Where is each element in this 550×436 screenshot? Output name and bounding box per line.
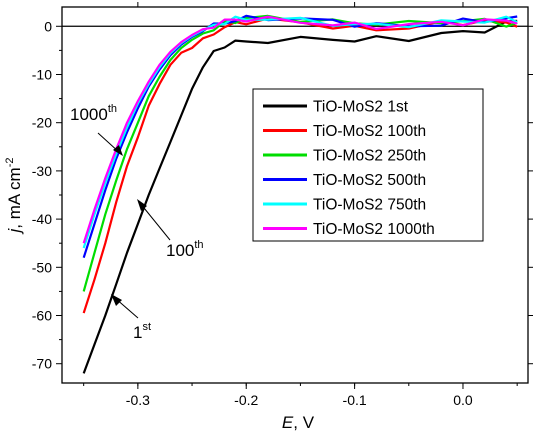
annotations: 1000th 100th 1st bbox=[70, 103, 204, 342]
legend-label: TiO-MoS2 100th bbox=[313, 123, 426, 140]
y-tick-label: -50 bbox=[32, 259, 52, 275]
legend-label: TiO-MoS2 500th bbox=[313, 172, 426, 189]
x-tick-label: -0.1 bbox=[343, 392, 367, 408]
series-line bbox=[82, 15, 518, 244]
legend-label: TiO-MoS2 1st bbox=[313, 99, 409, 116]
y-tick-label: -40 bbox=[32, 211, 52, 227]
annotation-1000th-arrowhead bbox=[113, 145, 123, 156]
axis-ticks: -0.3 -0.2 -0.1 0.0 0 -10 -20 -30 -40 -50 -60 -70 bbox=[32, 2, 533, 408]
x-axis-label: E, V bbox=[282, 413, 315, 432]
legend-label: TiO-MoS2 1000th bbox=[313, 221, 435, 238]
annotation-1st-arrowhead bbox=[111, 294, 122, 306]
y-tick-label: -10 bbox=[32, 66, 52, 82]
y-axis-label: j, mA cm-2 bbox=[4, 158, 24, 235]
x-tick-label: -0.2 bbox=[234, 392, 258, 408]
x-tick-label: 0.0 bbox=[453, 392, 473, 408]
y-tick-label: -60 bbox=[32, 308, 52, 324]
series-line bbox=[82, 19, 518, 374]
y-tick-label: -70 bbox=[32, 356, 52, 372]
x-tick-label: -0.3 bbox=[126, 392, 150, 408]
legend-label: TiO-MoS2 750th bbox=[313, 197, 426, 214]
legend: TiO-MoS2 1st TiO-MoS2 100th TiO-MoS2 250th… bbox=[252, 88, 484, 242]
y-tick-label: 0 bbox=[44, 18, 52, 34]
y-tick-label: -30 bbox=[32, 163, 52, 179]
annotation-100th-arrowhead bbox=[137, 199, 147, 211]
y-tick-label: -20 bbox=[32, 115, 52, 131]
annotation-100th: 100th bbox=[166, 239, 204, 260]
series-layer bbox=[82, 14, 518, 374]
annotation-1000th: 1000th bbox=[70, 103, 117, 124]
legend-box bbox=[252, 88, 484, 242]
annotation-1st: 1st bbox=[133, 321, 151, 342]
annotation-100th-arrow bbox=[139, 202, 171, 241]
legend-label: TiO-MoS2 250th bbox=[313, 148, 426, 165]
